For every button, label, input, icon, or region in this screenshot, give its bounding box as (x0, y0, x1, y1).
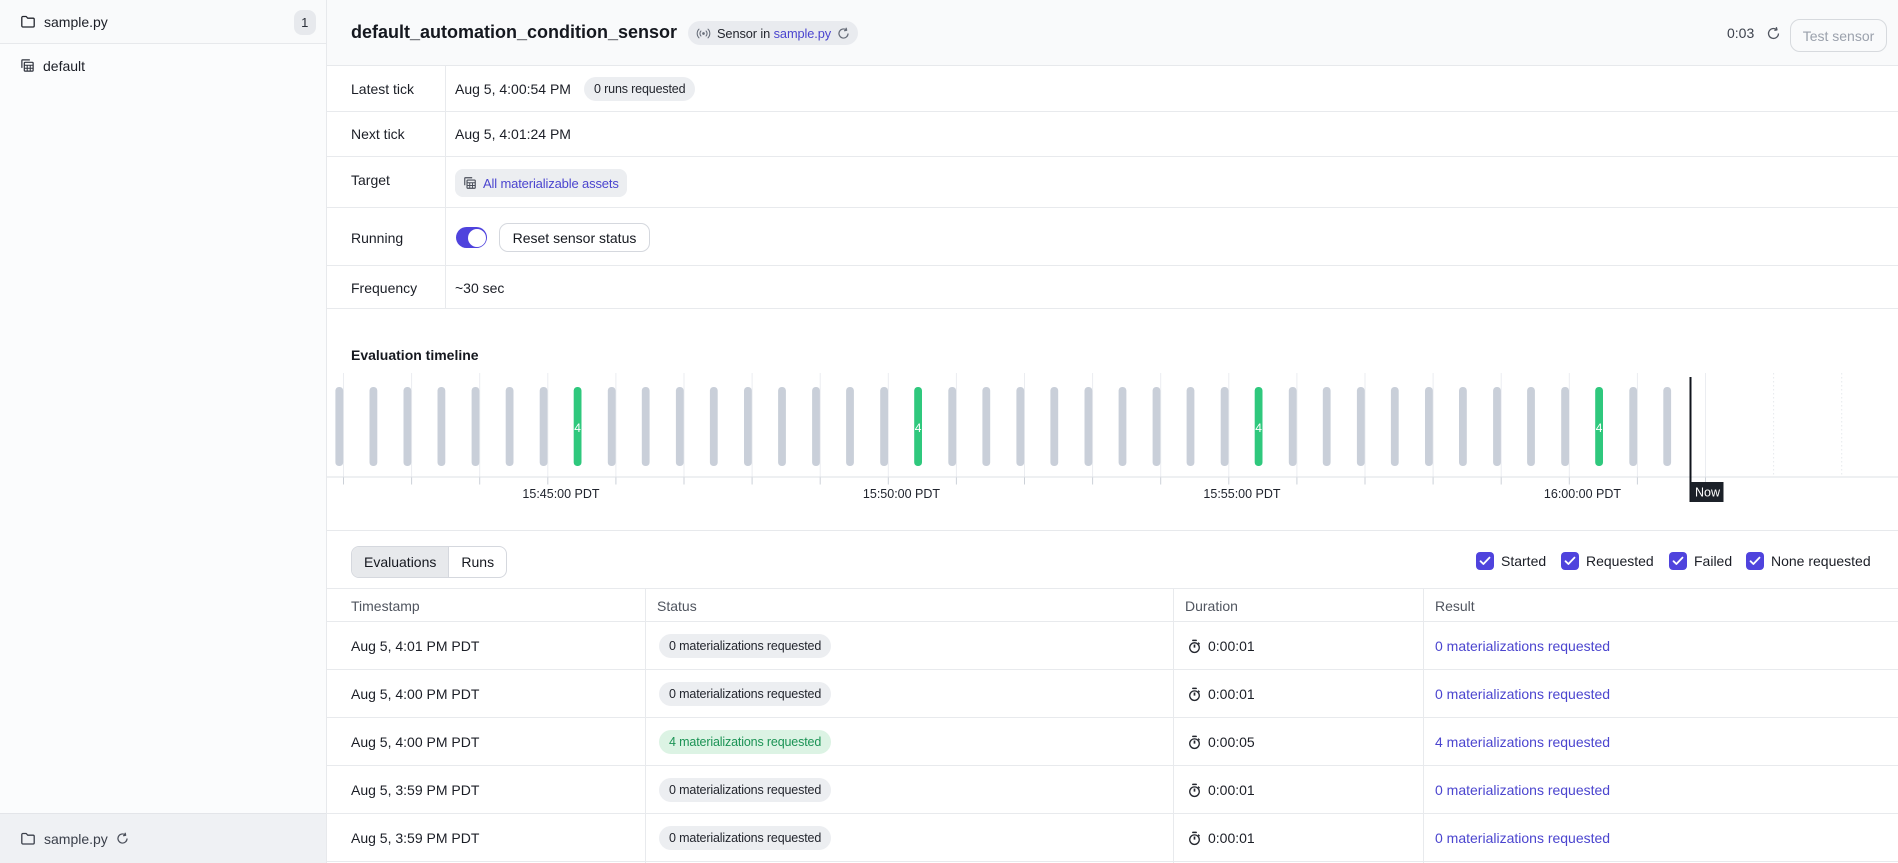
svg-text:4: 4 (574, 421, 581, 435)
svg-text:15:50:00 PDT: 15:50:00 PDT (863, 487, 940, 501)
svg-text:4: 4 (1596, 421, 1603, 435)
svg-text:4: 4 (1255, 421, 1262, 435)
svg-text:15:55:00 PDT: 15:55:00 PDT (1203, 487, 1280, 501)
svg-text:4: 4 (915, 421, 922, 435)
svg-text:16:00:00 PDT: 16:00:00 PDT (1544, 487, 1621, 501)
svg-text:Now: Now (1695, 486, 1721, 500)
svg-text:15:45:00 PDT: 15:45:00 PDT (522, 487, 599, 501)
